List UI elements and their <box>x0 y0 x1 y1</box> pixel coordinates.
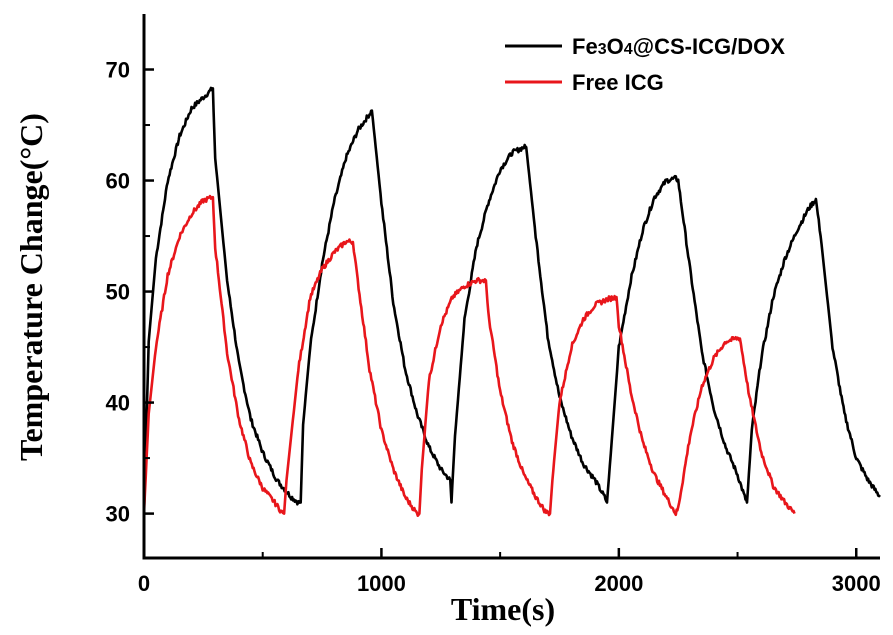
y-tick-label: 50 <box>106 280 130 305</box>
y-tick-label: 30 <box>106 502 130 527</box>
x-tick-label: 1000 <box>357 571 406 596</box>
series-line-0 <box>142 86 881 514</box>
x-axis-title: Time(s) <box>451 591 555 627</box>
legend-label-0: Fe3O4@CS-ICG/DOX <box>572 34 785 59</box>
y-tick-label: 70 <box>106 58 130 83</box>
x-tick-label: 2000 <box>594 571 643 596</box>
y-tick-label: 40 <box>106 391 130 416</box>
series-line-1 <box>142 194 796 518</box>
legend-label-1: Free ICG <box>572 70 664 95</box>
axis-ticks: 0 1000 2000 3000 30 40 50 60 70 <box>106 58 881 596</box>
axes <box>142 14 880 560</box>
y-axis-title: Temperature Change(°C) <box>13 113 49 461</box>
plot-area <box>142 86 881 518</box>
y-tick-label: 60 <box>106 169 130 194</box>
legend: Fe3O4@CS-ICG/DOX Free ICG <box>505 34 785 95</box>
x-tick-label: 0 <box>138 571 150 596</box>
x-tick-label: 3000 <box>832 571 881 596</box>
